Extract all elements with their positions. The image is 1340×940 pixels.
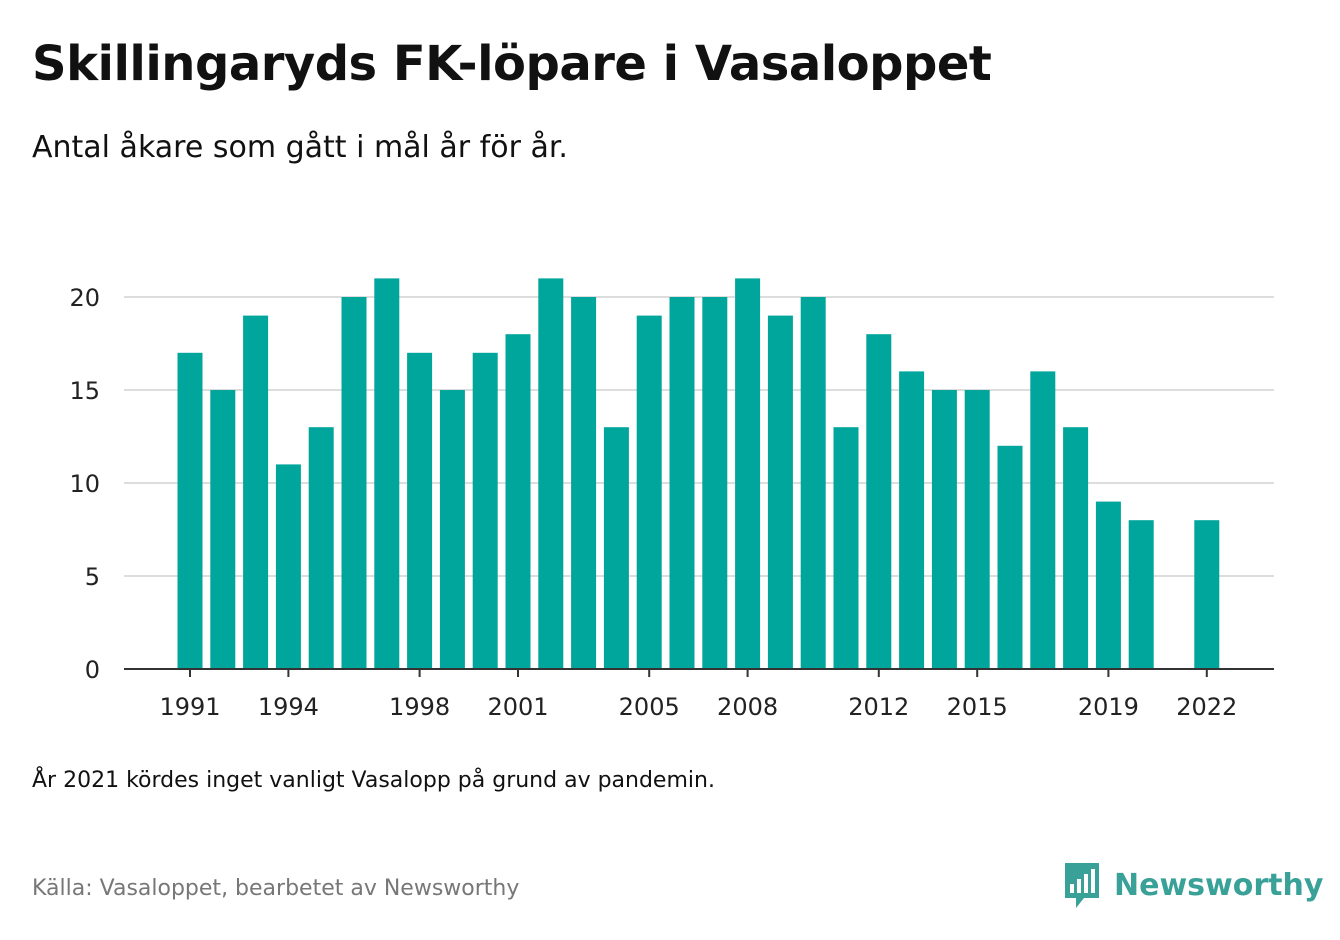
bar-1998 [407, 352, 433, 669]
x-tick-label-2005: 2005 [619, 693, 680, 721]
brand-logo: Newsworthy [1062, 860, 1323, 910]
y-tick-label-0: 0 [85, 656, 100, 684]
bar-chart: 0 5 10 15 20 1991 1994 1998 2001 2005 2008 2012 2015… [69, 278, 1274, 721]
bar-2015 [964, 390, 990, 669]
bar-2017 [1030, 371, 1056, 669]
bar-2007 [702, 297, 728, 669]
bar-1995 [308, 427, 334, 669]
bar-1997 [374, 278, 400, 669]
bar-2010 [800, 297, 826, 669]
chart-title: Skillingaryds FK-löpare i Vasaloppet [32, 36, 992, 92]
y-tick-label-20: 20 [69, 284, 100, 312]
footnote: År 2021 kördes inget vanligt Vasalopp på… [32, 768, 715, 793]
x-tick-label-2012: 2012 [848, 693, 909, 721]
source-text: Källa: Vasaloppet, bearbetet av Newswort… [32, 876, 520, 901]
y-tick-label-5: 5 [85, 563, 100, 591]
newsworthy-logo-icon [1065, 863, 1099, 908]
bar-2001 [505, 334, 531, 669]
x-tick-label-2008: 2008 [717, 693, 778, 721]
x-tick-label-2001: 2001 [487, 693, 548, 721]
bar-2013 [899, 371, 925, 669]
x-tick-label-1991: 1991 [159, 693, 220, 721]
bar-2002 [538, 278, 564, 669]
x-tick-label-2015: 2015 [947, 693, 1008, 721]
axes: 0 5 10 15 20 1991 1994 1998 2001 2005 2008 2012 2015… [69, 284, 1274, 721]
bar-2016 [997, 445, 1023, 669]
bar-2012 [866, 334, 892, 669]
bar-2014 [931, 390, 957, 669]
bar-1999 [439, 390, 465, 669]
bar-1992 [210, 390, 236, 669]
x-tick-label-2022: 2022 [1176, 693, 1237, 721]
bar-2006 [669, 297, 695, 669]
bar-1993 [243, 315, 269, 669]
bar-1994 [275, 464, 301, 669]
x-tick-label-1998: 1998 [389, 693, 450, 721]
bar-1996 [341, 297, 367, 669]
x-tick-label-1994: 1994 [258, 693, 319, 721]
bar-1991 [177, 352, 203, 669]
chart-subtitle: Antal åkare som gått i mål år för år. [32, 130, 568, 165]
y-tick-label-10: 10 [69, 470, 100, 498]
bar-2005 [636, 315, 662, 669]
brand-name: Newsworthy [1114, 867, 1324, 903]
bar-2003 [571, 297, 597, 669]
y-tick-label-15: 15 [69, 377, 100, 405]
bar-2009 [767, 315, 793, 669]
bar-2008 [735, 278, 761, 669]
bar-2018 [1063, 427, 1089, 669]
bar-2011 [833, 427, 859, 669]
bars [177, 278, 1220, 669]
bar-2019 [1095, 501, 1121, 669]
x-tick-label-2019: 2019 [1078, 693, 1139, 721]
bar-2004 [603, 427, 629, 669]
bar-2020 [1128, 520, 1154, 669]
bar-2000 [472, 352, 498, 669]
bar-2022 [1194, 520, 1220, 669]
